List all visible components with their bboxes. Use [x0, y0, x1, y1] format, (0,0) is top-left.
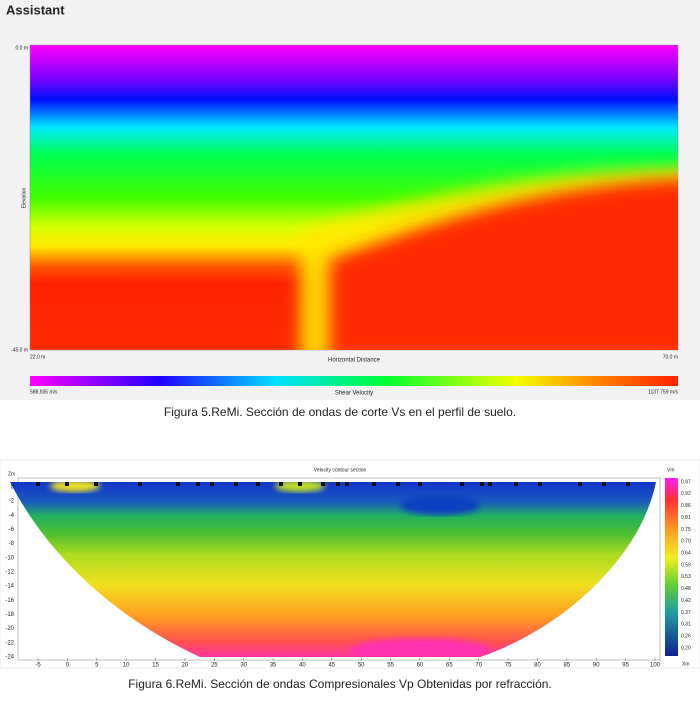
colorbar-tick-label: 0.97	[681, 479, 691, 485]
y-tick-label: -6	[9, 527, 15, 533]
x-tick-label: 100	[650, 663, 661, 669]
y-top-label: 0.0 m	[15, 45, 28, 51]
y-tick-label: -4	[9, 513, 15, 519]
geophone	[488, 482, 492, 486]
x-left-label: 22.0 m	[30, 354, 45, 360]
geophone	[138, 482, 142, 486]
y-tick-label: -8	[9, 541, 15, 547]
colorbar-tick-label: 0.42	[681, 598, 691, 604]
geophone	[279, 482, 283, 486]
x-tick-label: 95	[622, 663, 629, 669]
y-tick-label: -18	[5, 612, 14, 618]
x-tick-label: -5	[35, 663, 41, 669]
colorbar-label: Shear Velocity	[335, 391, 373, 397]
colorbar-tick-label: 0.26	[681, 633, 691, 639]
y-tick-label: -2	[9, 499, 15, 505]
x-tick-label: 25	[211, 663, 218, 669]
x-tick-label: 10	[123, 663, 130, 669]
colorbar-max: 1137.759 m/s	[648, 389, 678, 395]
geophone	[372, 482, 376, 486]
caption: Figura 6.ReMi. Sección de ondas Compresi…	[128, 677, 552, 691]
geophone	[538, 482, 542, 486]
geophone	[176, 482, 180, 486]
y-tick-label: -14	[5, 584, 14, 590]
plot-box	[17, 477, 661, 661]
app-title: Assistant	[6, 2, 65, 17]
geophone	[65, 482, 69, 486]
geophone	[210, 482, 214, 486]
colorbar-tick-label: 0.92	[681, 491, 691, 497]
y-tick-label: -12	[5, 570, 14, 576]
colorbar-tick-label: 0.31	[681, 622, 691, 628]
colorbar-tick-label: 0.59	[681, 562, 691, 568]
geophone	[256, 482, 260, 486]
colorbar-tick-label: 0.20	[681, 645, 691, 651]
y-tick-label: -16	[5, 598, 14, 604]
geophone	[396, 482, 400, 486]
colorbar-min: 588.935 m/s	[30, 389, 58, 395]
x-tick-label: 40	[299, 663, 306, 669]
geophone	[336, 482, 340, 486]
vs-overlay	[300, 168, 678, 350]
y-unit: Zm	[8, 471, 15, 477]
colorbar-tick-label: 0.64	[681, 550, 691, 556]
y-bottom-label: -45.0 m	[11, 347, 28, 353]
x-right-label: 70.0 m	[663, 354, 678, 360]
x-unit: Xm	[682, 661, 690, 667]
geophone	[321, 482, 325, 486]
geophone	[36, 482, 40, 486]
geophone	[626, 482, 630, 486]
x-tick-label: 75	[505, 663, 512, 669]
y-tick-label: -22	[5, 640, 14, 646]
geophone	[460, 482, 464, 486]
x-tick-label: 85	[564, 663, 571, 669]
geophone	[298, 482, 302, 486]
x-tick-label: 5	[95, 663, 99, 669]
x-tick-label: 30	[240, 663, 247, 669]
y-tick-label: -24	[5, 655, 14, 661]
colorbar	[30, 376, 678, 386]
y-tick-label: 0	[11, 485, 15, 491]
caption: Figura 5.ReMi. Sección de ondas de corte…	[164, 405, 516, 419]
colorbar-tick-label: 0.48	[681, 586, 691, 592]
x-tick-label: 80	[534, 663, 541, 669]
y-tick-label: -20	[5, 626, 14, 632]
x-tick-label: 90	[593, 663, 600, 669]
geophone	[196, 482, 200, 486]
geophone	[234, 482, 238, 486]
colorbar-tick-label: 0.70	[681, 539, 691, 545]
geophone	[345, 482, 349, 486]
colorbar-tick-label: 0.53	[681, 574, 691, 580]
x-tick-label: 70	[475, 663, 482, 669]
y-tick-label: -10	[5, 555, 14, 561]
x-tick-label: 50	[358, 663, 365, 669]
x-tick-label: 55	[387, 663, 394, 669]
colorbar	[665, 478, 678, 656]
x-tick-label: 35	[270, 663, 277, 669]
colorbar-tick-label: 0.81	[681, 515, 691, 521]
geophone	[94, 482, 98, 486]
geophone	[602, 482, 606, 486]
geophone	[578, 482, 582, 486]
x-tick-label: 15	[152, 663, 159, 669]
geophone	[480, 482, 484, 486]
y-axis-label: Elevation	[21, 188, 27, 209]
colorbar-unit: Vm	[667, 467, 675, 473]
x-tick-label: 20	[182, 663, 189, 669]
x-tick-label: 60	[417, 663, 424, 669]
x-tick-label: 45	[328, 663, 335, 669]
geophone	[514, 482, 518, 486]
geophone	[418, 482, 422, 486]
x-tick-label: 65	[446, 663, 453, 669]
x-tick-label: 0	[66, 663, 70, 669]
colorbar-tick-label: 0.37	[681, 610, 691, 616]
x-axis-label: Horizontal Distance	[328, 358, 381, 364]
figure2-title: Velocity contour section	[314, 467, 367, 473]
colorbar-tick-label: 0.86	[681, 503, 691, 509]
colorbar-tick-label: 0.75	[681, 527, 691, 533]
